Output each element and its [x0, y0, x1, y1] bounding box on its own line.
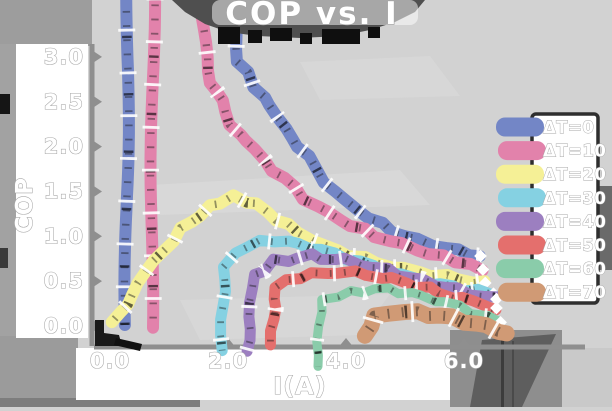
y-tick-wedge	[90, 138, 102, 155]
y-tick-wedge	[90, 183, 102, 200]
dark-fringe	[322, 29, 360, 44]
chart-title: COP vs. I	[225, 0, 398, 32]
end-diamond-marker	[476, 263, 490, 276]
bottom-left-gray-block	[0, 336, 78, 407]
series-band	[264, 265, 502, 351]
y-tick-label: 0.0	[44, 314, 84, 338]
legend-swatch-ΔT=0	[496, 117, 544, 137]
legend-label-ΔT=0: ΔT=0	[543, 118, 594, 137]
left-gutter	[0, 44, 16, 344]
legend-box	[530, 112, 600, 305]
y-tick-wedge	[90, 93, 102, 110]
y-tick-wedge	[90, 228, 102, 245]
legend-swatch-ΔT=50	[498, 235, 546, 255]
legend-label-ΔT=20: ΔT=20	[543, 165, 606, 184]
y-axis-label: COP	[12, 177, 38, 233]
hatch-ticks	[360, 306, 508, 339]
y-tick-wedge	[90, 48, 102, 65]
ytick-label-panel	[16, 44, 88, 338]
y-tick-wedge	[90, 273, 102, 290]
legend-swatch-ΔT=60	[496, 259, 544, 279]
legend-label-ΔT=10: ΔT=10	[543, 142, 606, 161]
hatch-ticks-bold	[216, 236, 497, 352]
dark-fringe	[300, 33, 312, 44]
series-band	[312, 283, 504, 371]
hatch-ticks	[314, 285, 501, 367]
legend: ΔT=0 ΔT=10 ΔT=20 ΔT=30 ΔT=40 ΔT=50 ΔT=60 ΔT=70	[496, 112, 612, 305]
xtick-label-panel	[76, 348, 456, 400]
series-band	[144, 0, 489, 334]
x-tick-wedge	[337, 338, 355, 349]
series-layer	[105, 0, 515, 371]
origin-corner-blob	[95, 320, 122, 346]
hatch-ticks	[146, 0, 485, 328]
legend-rows: ΔT=0 ΔT=10 ΔT=20 ΔT=30 ΔT=40 ΔT=50 ΔT=60 ΔT=70	[496, 117, 606, 303]
legend-label-ΔT=70: ΔT=70	[543, 283, 606, 302]
tick-wedges	[90, 48, 473, 349]
faint-patch	[300, 56, 460, 100]
title-shadow-band	[172, 0, 425, 44]
tick-labels: 0.0 2.0 4.0 6.0 0.0 0.5 1.0 1.5 2.0 2.5 3.0	[43, 44, 484, 373]
x-tick-label: 2.0	[208, 349, 248, 373]
legend-swatch-ΔT=30	[498, 188, 546, 208]
gutter-blob	[0, 94, 10, 114]
origin-dash	[114, 338, 142, 351]
legend-swatch-ΔT=70	[498, 282, 546, 302]
title-glow	[212, 0, 418, 25]
dark-fringe	[368, 27, 380, 38]
top-left-gray-block	[0, 0, 92, 46]
series-band	[105, 189, 491, 329]
dark-streak	[501, 336, 504, 407]
y-tick-label: 1.5	[44, 179, 84, 203]
legend-swatch-ΔT=20	[496, 164, 544, 184]
legend-label-ΔT=50: ΔT=50	[543, 236, 606, 255]
y-tick-label: 2.0	[44, 135, 84, 159]
gutter-blob	[0, 248, 8, 268]
legend-side-shadow	[597, 186, 612, 270]
y-tick-label: 1.0	[44, 224, 84, 248]
end-diamond-marker	[474, 249, 487, 263]
series-ΔT=70	[356, 300, 515, 344]
bottom-edge-shade	[0, 398, 200, 407]
series-ΔT=10	[142, 0, 490, 334]
dark-fringe	[248, 30, 262, 43]
legend-label-ΔT=40: ΔT=40	[543, 212, 606, 231]
faint-patch	[180, 294, 390, 340]
y-tick-label: 0.5	[44, 269, 84, 293]
dark-fringe	[218, 27, 240, 44]
legend-swatch-ΔT=40	[496, 211, 544, 231]
series-band	[241, 248, 503, 357]
bottom-right-light-corner	[562, 348, 612, 407]
series-ΔT=50	[262, 262, 503, 351]
x-tick-label: 6.0	[444, 349, 484, 373]
axis-spines	[89, 44, 585, 351]
y-tick-label: 2.5	[44, 90, 84, 114]
legend-label-ΔT=60: ΔT=60	[543, 260, 606, 279]
series-band	[118, 0, 486, 331]
x-tick-label: 4.0	[326, 349, 366, 373]
x-tick-wedge	[455, 338, 473, 349]
x-tick-label: 0.0	[90, 349, 130, 373]
dark-fringe	[270, 28, 292, 41]
legend-swatch-ΔT=10	[498, 141, 546, 161]
series-ΔT=0	[115, 0, 487, 331]
legend-label-ΔT=30: ΔT=30	[543, 189, 606, 208]
end-diamond-marker	[490, 301, 503, 315]
dark-streak	[512, 341, 514, 407]
y-tick-label: 3.0	[44, 45, 84, 69]
x-axis-label: I(A)	[273, 372, 326, 400]
series-band	[356, 303, 515, 344]
